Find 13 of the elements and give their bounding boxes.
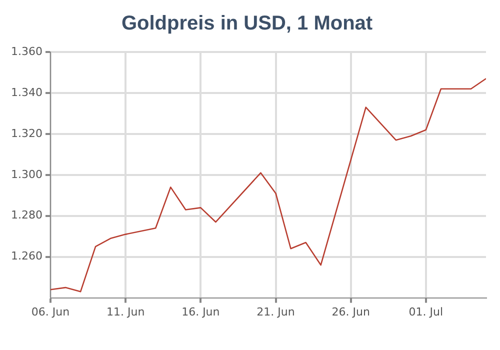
y-tick-label: 1.280 (10, 208, 42, 222)
y-tick-label: 1.360 (10, 44, 42, 58)
x-tick-label: 26. Jun (332, 305, 370, 318)
x-tick-label: 01. Jul (408, 305, 444, 318)
y-tick-label: 1.300 (10, 168, 42, 181)
x-tick-label: 11. Jun (106, 305, 145, 318)
y-tick-label: 1.320 (10, 126, 42, 140)
x-tick-label: 16. Jun (182, 305, 220, 318)
y-tick-label: 1.340 (10, 86, 42, 99)
x-tick-label: 06. Jun (31, 305, 70, 318)
y-tick-label: 1.260 (10, 250, 42, 263)
x-tick-label: 21. Jun (256, 305, 295, 318)
chart-title: Goldpreis in USD, 1 Monat (121, 12, 373, 35)
